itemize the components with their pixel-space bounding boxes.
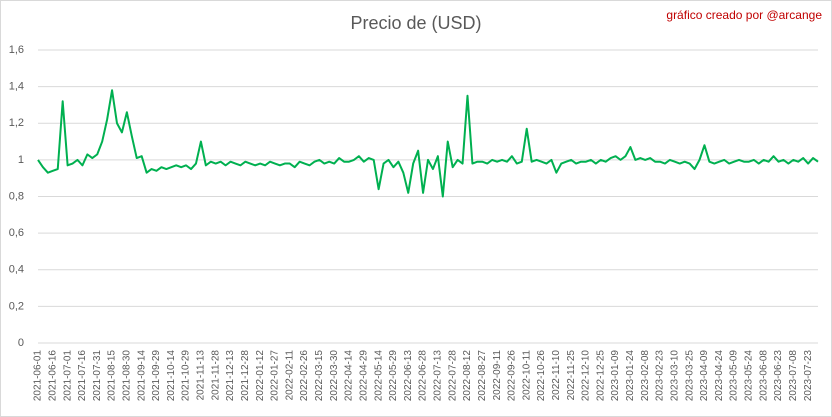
x-tick-label: 2023-02-08 [640,350,651,402]
x-tick-label: 2023-01-09 [610,350,621,402]
x-tick-label: 2023-07-08 [788,350,799,402]
x-tick-label: 2022-07-13 [433,350,444,402]
y-tick-label: 1,2 [9,117,24,129]
x-tick-label: 2023-01-24 [625,350,636,402]
annotation: gráfico creado por @arcange [666,8,822,22]
x-tick-label: 2021-09-29 [151,350,162,402]
x-tick-label: 2022-11-25 [566,350,577,401]
x-tick-label: 2022-02-11 [284,350,295,401]
x-tick-label: 2023-02-23 [655,350,666,402]
x-tick-label: 2022-12-10 [581,350,592,402]
x-tick-label: 2021-12-13 [225,350,236,402]
x-tick-label: 2022-05-14 [373,350,384,402]
x-tick-label: 2022-02-26 [299,350,310,402]
x-tick-label: 2023-05-09 [729,350,740,402]
x-tick-label: 2022-09-11 [492,350,503,401]
y-tick-label: 0,2 [9,300,24,312]
x-tick-label: 2022-08-12 [462,350,473,402]
y-tick-label: 0,6 [9,227,24,239]
x-tick-label: 2022-01-27 [270,350,281,402]
x-tick-label: 2022-04-29 [358,350,369,402]
x-tick-label: 2022-11-10 [551,350,562,401]
y-tick-label: 0 [18,337,24,349]
x-tick-label: 2022-04-14 [344,350,355,402]
x-tick-label: 2022-03-15 [314,350,325,402]
x-tick-label: 2023-04-09 [699,350,710,402]
price-line [37,89,819,198]
x-tick-label: 2022-06-13 [403,350,414,402]
x-tick-label: 2023-06-08 [758,350,769,402]
x-tick-label: 2021-12-28 [240,350,251,402]
y-tick-label: 0,4 [9,264,24,276]
x-tick-label: 2021-10-29 [181,350,192,402]
x-tick-label: 2022-07-28 [447,350,458,402]
y-tick-label: 1,4 [9,81,24,93]
x-tick-label: 2021-06-01 [33,350,44,402]
y-tick-label: 0,8 [9,190,24,202]
x-tick-label: 2021-09-14 [136,350,147,402]
chart-title: Precio de (USD) [350,13,481,33]
x-tick-label: 2021-11-28 [210,350,221,401]
x-tick-label: 2022-03-30 [329,350,340,402]
x-tick-label: 2022-10-26 [536,350,547,402]
x-tick-label: 2021-07-16 [77,350,88,402]
x-tick-label: 2021-06-16 [47,350,58,402]
x-tick-label: 2021-08-30 [122,350,133,402]
x-tick-label: 2023-03-10 [669,350,680,402]
x-tick-label: 2023-05-24 [744,350,755,402]
x-tick-label: 2022-12-25 [595,350,606,402]
x-tick-label: 2022-06-28 [418,350,429,402]
x-tick-label: 2021-10-14 [166,350,177,402]
x-tick-label: 2022-10-11 [521,350,532,401]
y-tick-label: 1 [18,154,24,166]
x-tick-label: 2022-08-27 [477,350,488,402]
x-tick-label: 2023-04-24 [714,350,725,402]
x-tick-label: 2021-07-31 [92,350,103,402]
x-tick-label: 2021-08-15 [107,350,118,402]
x-tick-label: 2023-07-23 [803,350,814,402]
x-tick-label: 2021-07-01 [62,350,73,402]
x-tick-label: 2023-06-23 [773,350,784,402]
x-tick-label: 2022-05-29 [388,350,399,402]
x-tick-label: 2023-03-25 [684,350,695,402]
x-tick-label: 2022-01-12 [255,350,266,402]
x-tick-label: 2022-09-26 [507,350,518,402]
y-tick-label: 1,6 [9,44,24,56]
x-tick-label: 2021-11-13 [196,350,207,401]
